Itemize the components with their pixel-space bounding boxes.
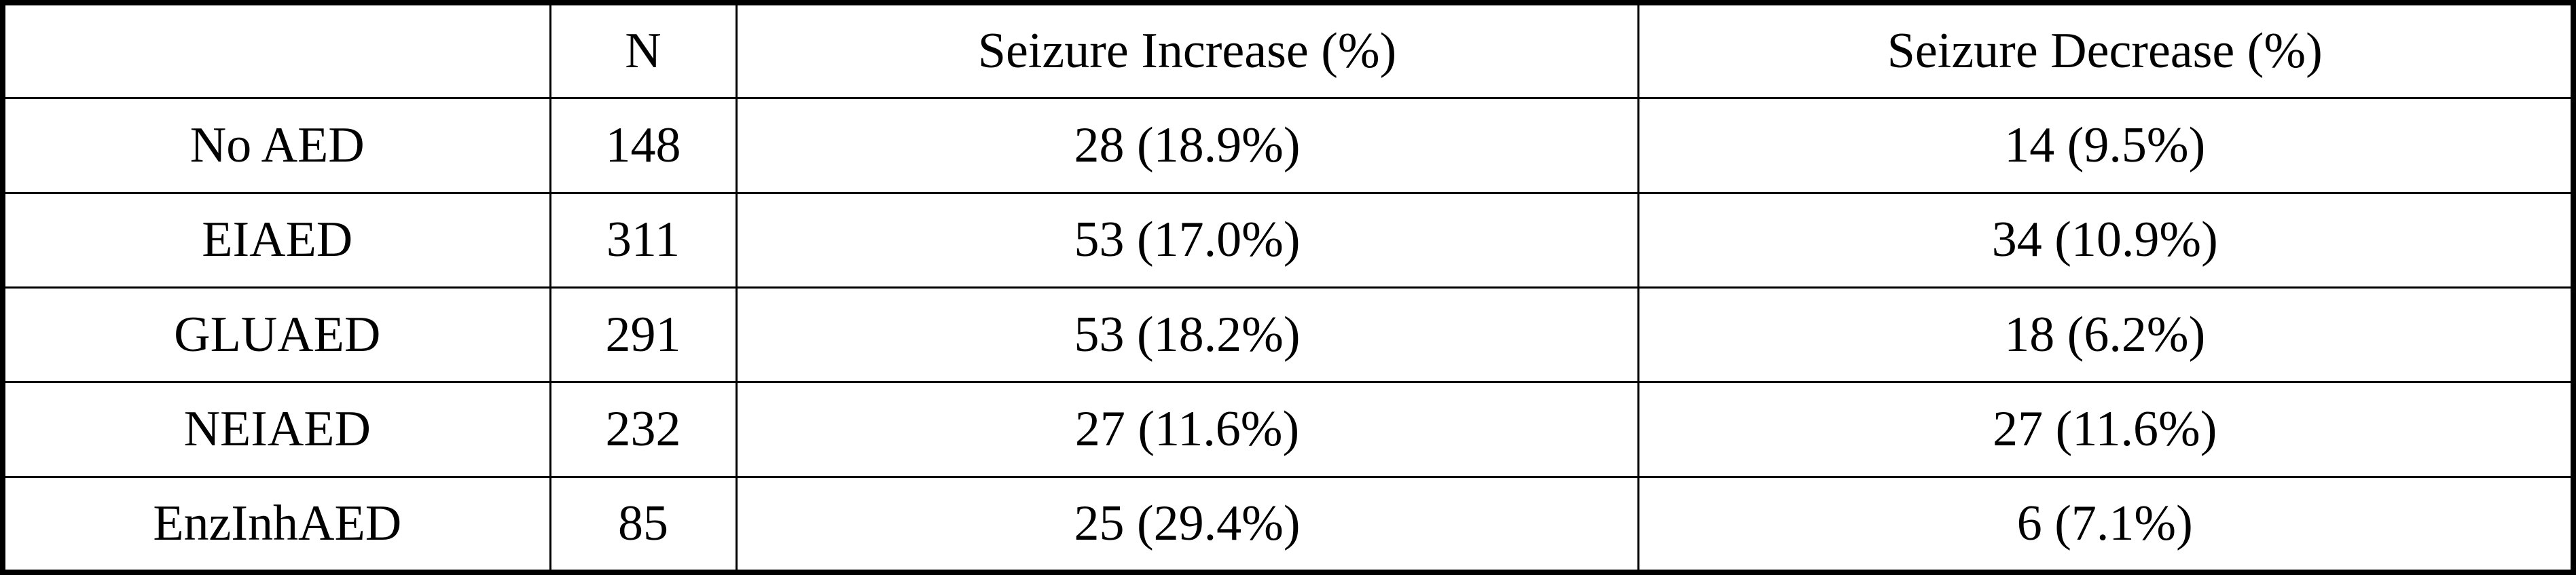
table-cell: 14 (9.5%) xyxy=(1637,97,2571,194)
table-cell: 18 (6.2%) xyxy=(1637,286,2571,384)
header-row: N Seizure Increase (%) Seizure Decrease (%… xyxy=(5,5,2571,100)
table-row: No AED 148 28 (18.9%) 14 (9.5%) xyxy=(5,97,2571,194)
table-cell: 85 xyxy=(549,475,738,570)
table-cell: 232 xyxy=(549,381,738,478)
header-cell: Seizure Decrease (%) xyxy=(1637,5,2571,100)
row-label: GLUAED xyxy=(5,286,551,384)
row-label: No AED xyxy=(5,97,551,194)
table-cell: 28 (18.9%) xyxy=(735,97,1639,194)
table-cell: 34 (10.9%) xyxy=(1637,191,2571,289)
header-cell: Seizure Increase (%) xyxy=(735,5,1639,100)
table-body: N Seizure Increase (%) Seizure Decrease (%… xyxy=(5,5,2571,570)
row-label: EIAED xyxy=(5,191,551,289)
table-row: EnzInhAED 85 25 (29.4%) 6 (7.1%) xyxy=(5,475,2571,570)
table-row: NEIAED 232 27 (11.6%) 27 (11.6%) xyxy=(5,381,2571,478)
table-cell: 27 (11.6%) xyxy=(735,381,1639,478)
table-row: GLUAED 291 53 (18.2%) 18 (6.2%) xyxy=(5,286,2571,384)
table-cell: 291 xyxy=(549,286,738,384)
row-label: NEIAED xyxy=(5,381,551,478)
row-label: EnzInhAED xyxy=(5,475,551,570)
table-row: EIAED 311 53 (17.0%) 34 (10.9%) xyxy=(5,191,2571,289)
table-cell: 25 (29.4%) xyxy=(735,475,1639,570)
header-cell: N xyxy=(549,5,738,100)
table-cell: 148 xyxy=(549,97,738,194)
table-cell: 6 (7.1%) xyxy=(1637,475,2571,570)
table-cell: 53 (18.2%) xyxy=(735,286,1639,384)
corner-cell xyxy=(5,5,551,100)
table-cell: 27 (11.6%) xyxy=(1637,381,2571,478)
table-cell: 53 (17.0%) xyxy=(735,191,1639,289)
data-table: N Seizure Increase (%) Seizure Decrease (%… xyxy=(5,5,2571,570)
table-cell: 311 xyxy=(549,191,738,289)
